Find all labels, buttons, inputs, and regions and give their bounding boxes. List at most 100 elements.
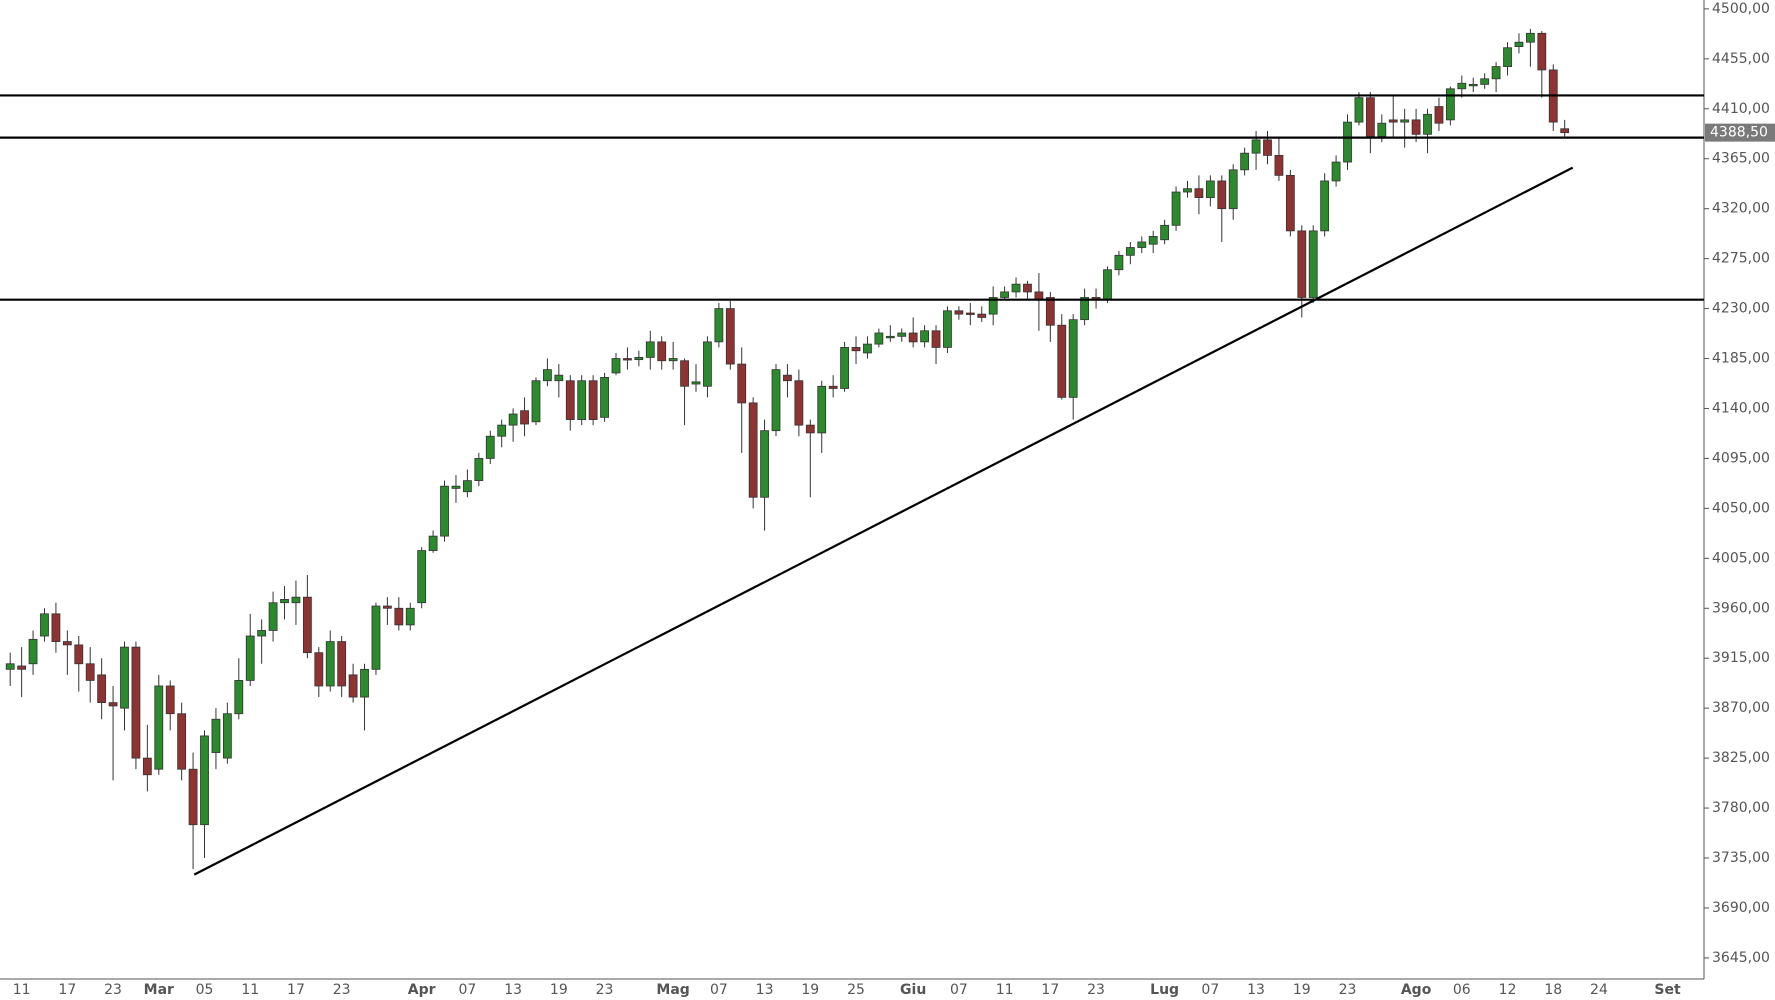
candle-body — [725, 308, 735, 365]
x-tick-label: 07 — [458, 982, 476, 998]
x-tick-label: 17 — [1041, 982, 1059, 998]
candle-body — [394, 607, 404, 626]
x-tick-label: 11 — [241, 982, 259, 998]
x-tick-label: Ago — [1401, 982, 1432, 998]
y-tick-label: 4410,00 — [1712, 101, 1770, 117]
candle-body — [1285, 174, 1295, 232]
candle-body — [1171, 191, 1181, 226]
candle-body — [211, 718, 221, 753]
candle-body — [337, 641, 347, 687]
candle-body — [222, 713, 232, 759]
x-tick-label: Giu — [900, 982, 926, 998]
x-tick-label: 07 — [950, 982, 968, 998]
candle-body — [634, 357, 644, 361]
x-tick-label: 12 — [1499, 982, 1517, 998]
candle-body — [1160, 224, 1170, 241]
candle-body — [1217, 180, 1227, 210]
candle-body — [1434, 106, 1444, 124]
candle-body — [1068, 319, 1078, 398]
y-tick-label: 4050,00 — [1712, 500, 1770, 516]
x-tick-label: Lug — [1150, 982, 1179, 998]
x-tick-label: Set — [1654, 982, 1681, 998]
y-tick-label: 3915,00 — [1712, 650, 1770, 666]
candle-body — [565, 380, 575, 420]
candle-body — [520, 410, 529, 425]
x-tick-label: Apr — [408, 982, 436, 998]
candle-body — [268, 602, 278, 631]
candle-body — [1411, 119, 1421, 135]
candle-body — [382, 605, 392, 609]
candle-body — [314, 652, 324, 687]
candle-body — [805, 424, 815, 434]
candle-body — [783, 374, 792, 382]
candle-body — [257, 630, 267, 637]
candle-body — [462, 480, 472, 493]
x-tick-label: 18 — [1544, 982, 1562, 998]
candle-body — [97, 674, 107, 704]
candle-body — [1251, 139, 1261, 154]
candle-body — [245, 635, 255, 681]
x-tick-label: 07 — [1201, 982, 1219, 998]
candle-body — [474, 458, 484, 482]
candle-body — [737, 363, 747, 404]
candle-body — [280, 598, 289, 604]
x-tick-label: 23 — [104, 982, 122, 998]
candle-body — [1354, 97, 1364, 123]
candle-body — [1445, 88, 1455, 121]
candle-body — [108, 702, 118, 707]
candle-body — [165, 685, 175, 715]
y-tick-label: 4140,00 — [1712, 400, 1770, 416]
candle-body — [680, 360, 689, 387]
candle-body — [291, 596, 301, 604]
candle-body — [554, 374, 564, 382]
x-tick-label: 11 — [996, 982, 1014, 998]
candle-body — [965, 312, 975, 315]
candle-body — [817, 385, 827, 434]
candle-body — [874, 332, 884, 345]
candle-body — [451, 485, 461, 489]
candle-body — [85, 663, 95, 681]
candle-body — [1503, 47, 1512, 67]
candle-body — [1011, 283, 1021, 293]
x-tick-label: 19 — [550, 982, 568, 998]
x-tick-label: 05 — [196, 982, 214, 998]
candle-body — [417, 550, 427, 604]
candle-body — [657, 341, 667, 362]
candle-body — [1388, 119, 1398, 123]
candle-body — [1537, 32, 1547, 71]
candle-body — [828, 385, 838, 389]
candle-body — [1560, 128, 1570, 134]
x-tick-label: 06 — [1453, 982, 1471, 998]
candle-body — [1525, 32, 1535, 43]
candle-body — [177, 713, 187, 770]
candle-body — [1514, 41, 1524, 48]
candle-body — [931, 330, 941, 348]
candle-body — [1457, 82, 1467, 90]
candle-body — [1148, 236, 1158, 245]
candle-body — [1480, 78, 1490, 85]
candle-body — [325, 641, 335, 687]
y-tick-label: 4320,00 — [1712, 201, 1770, 217]
y-tick-label: 3645,00 — [1712, 950, 1770, 966]
y-tick-label: 4095,00 — [1712, 450, 1770, 466]
candle-body — [154, 685, 164, 770]
candle-body — [5, 663, 15, 670]
x-tick-label: 13 — [504, 982, 522, 998]
candle-body — [360, 668, 369, 698]
candle-body — [623, 358, 632, 361]
candle-body — [188, 768, 198, 826]
candle-body — [1320, 180, 1330, 232]
candle-body — [1183, 188, 1192, 193]
candle-body — [234, 680, 244, 715]
candle-body — [1400, 119, 1410, 123]
candle-body — [131, 646, 141, 759]
y-tick-label: 3780,00 — [1712, 800, 1770, 816]
x-tick-label: 23 — [596, 982, 614, 998]
candle-body — [440, 485, 449, 537]
candle-body — [200, 735, 209, 826]
candle-body — [1000, 291, 1010, 298]
candle-body — [508, 413, 518, 426]
x-tick-label: 17 — [287, 982, 305, 998]
candle-body — [863, 343, 872, 354]
candle-body — [62, 641, 72, 646]
